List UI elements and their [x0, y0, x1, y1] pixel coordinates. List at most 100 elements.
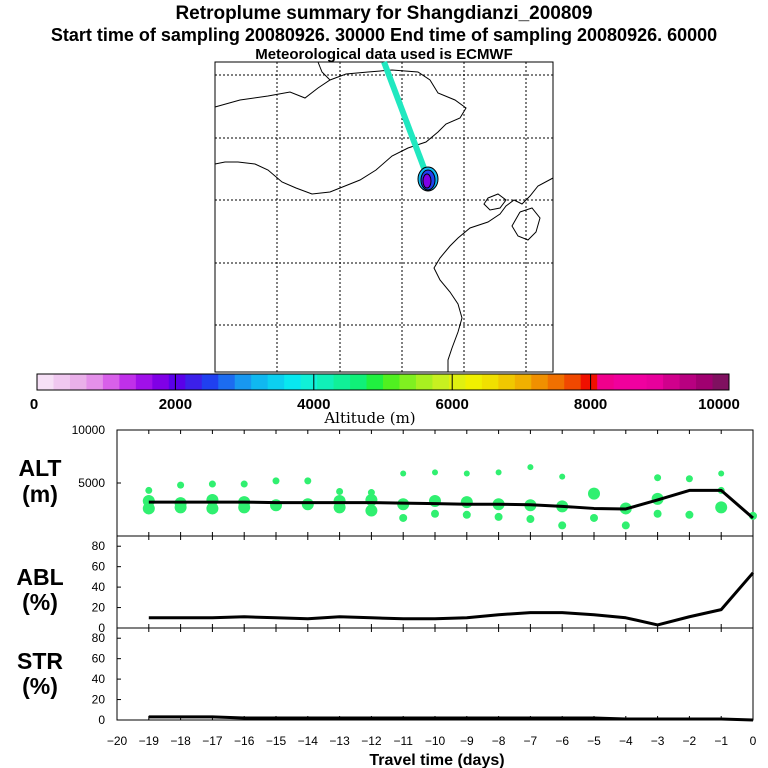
alt-point [304, 477, 312, 485]
colorbar-swatch [383, 374, 400, 390]
coastline-peninsula [511, 207, 541, 241]
alt-point [588, 487, 600, 500]
colorbar-swatch [630, 374, 648, 390]
x-tick-label: −12 [361, 734, 382, 748]
alt-point [301, 498, 314, 511]
alt-point [559, 473, 566, 480]
colorbar-swatch [284, 374, 302, 390]
alt-point [431, 509, 439, 518]
colorbar-frame [36, 373, 730, 391]
alt-point [365, 504, 378, 517]
x-tick-label: −11 [393, 734, 413, 748]
map-frame [214, 61, 554, 373]
alt-mean-line [148, 488, 754, 520]
colorbar-swatch [102, 374, 120, 390]
colorbar-swatch [613, 374, 631, 390]
colorbar-swatch [580, 374, 598, 390]
x-tick-label: −6 [555, 734, 569, 748]
alt-point [526, 515, 535, 524]
x-tick-label: −17 [202, 734, 223, 748]
colorbar-swatch [498, 374, 516, 390]
colorbar-swatch [37, 374, 54, 390]
colorbar-swatch [185, 374, 203, 390]
alt-label: ALT [18, 455, 61, 481]
alt-point [399, 513, 408, 522]
colorbar-swatch [712, 374, 730, 390]
colorbar-swatch [679, 374, 697, 390]
alt-point [208, 480, 216, 488]
colorbar-tick-label: 10000 [698, 396, 740, 413]
colorbar-swatch [415, 374, 433, 390]
alt-point [718, 470, 725, 477]
colorbar-swatch [234, 374, 252, 390]
colorbar-swatch [135, 374, 153, 390]
alt-point [590, 513, 598, 522]
colorbar-swatch [448, 374, 466, 390]
trajectory-path [381, 60, 430, 178]
abl-y-tick-label: 20 [92, 601, 106, 615]
colorbar-tick-label: 6000 [436, 396, 469, 413]
colorbar-swatch [267, 374, 285, 390]
x-tick-label: −15 [266, 734, 287, 748]
alt-point [333, 501, 346, 514]
x-tick-label: −10 [425, 734, 446, 748]
colorbar-swatch [53, 374, 71, 390]
colorbar-swatch [531, 374, 549, 390]
x-tick-label: −19 [139, 734, 160, 748]
alt-point [558, 521, 567, 530]
plume-footprint [417, 166, 439, 192]
alt-point [177, 481, 185, 489]
alt-y-tick-label: 10000 [72, 423, 106, 437]
title-line-3: Meteorological data used is ECMWF [255, 46, 513, 63]
colorbar-swatch [201, 374, 219, 390]
abl-y-tick-labels: 80 60 40 20 0 [92, 539, 121, 635]
x-tick-label: −3 [651, 734, 665, 748]
colorbar-tick-label: 0 [30, 396, 38, 413]
alt-point [460, 496, 473, 509]
alt-particle-points [142, 464, 757, 530]
x-tick-label: −9 [460, 734, 474, 748]
colorbar-swatch [432, 374, 450, 390]
colorbar: 0 2000 4000 6000 8000 10000 Altitude (m) [30, 373, 740, 427]
alt-point [336, 487, 344, 495]
colorbar-swatch [663, 374, 681, 390]
alt-point [463, 470, 470, 477]
abl-label: ABL [16, 564, 63, 590]
border-northwest [317, 61, 331, 81]
x-tick-label: −16 [234, 734, 255, 748]
alt-y-tick-label: 5000 [78, 476, 105, 490]
alt-mean-series [148, 488, 754, 520]
x-tick-label: 0 [750, 734, 757, 748]
alt-point [527, 464, 534, 471]
colorbar-swatch [646, 374, 664, 390]
str-y-tick-label: 60 [92, 652, 106, 666]
x-tick-label: −13 [329, 734, 350, 748]
str-y-tick-label: 80 [92, 631, 106, 645]
abl-y-tick-label: 0 [98, 621, 105, 635]
alt-unit: (m) [22, 481, 58, 507]
alt-point [621, 521, 630, 530]
alt-y-tick-labels: 10000 5000 [72, 423, 121, 490]
coastline-bay [483, 193, 507, 211]
str-series [148, 715, 754, 722]
alt-point [462, 510, 471, 519]
colorbar-swatch [300, 374, 318, 390]
x-tick-label: −14 [298, 734, 319, 748]
x-axis-label: Travel time (days) [369, 752, 504, 768]
str-y-tick-label: 20 [92, 693, 106, 707]
abl-y-tick-label: 80 [92, 539, 106, 553]
colorbar-tick-label: 4000 [297, 396, 330, 413]
alt-point [685, 475, 693, 483]
x-tick-label: −18 [170, 734, 191, 748]
str-label: STR [17, 648, 63, 674]
time-series-panels: ALT (m) ABL (%) STR (%) 10000 5000 80 60 40… [16, 423, 757, 768]
colorbar-ticks: 0 2000 4000 6000 8000 10000 [30, 374, 740, 413]
x-tick-label: −8 [492, 734, 506, 748]
colorbar-swatch [333, 374, 351, 390]
abl-y-tick-label: 40 [92, 580, 106, 594]
str-y-tick-labels: 80 60 40 20 0 [92, 631, 121, 727]
alt-point [653, 509, 662, 518]
alt-point [206, 502, 219, 515]
map-panel [214, 60, 554, 373]
